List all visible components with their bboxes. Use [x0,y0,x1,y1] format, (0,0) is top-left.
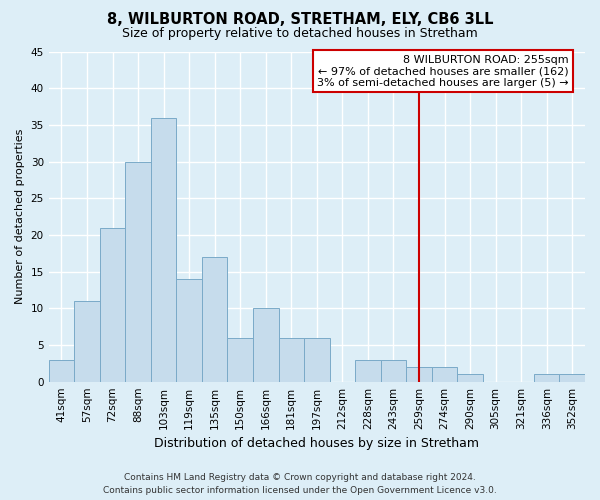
Bar [100,228,125,382]
Bar [227,338,253,382]
Bar [151,118,176,382]
Bar [534,374,559,382]
Text: 8 WILBURTON ROAD: 255sqm
← 97% of detached houses are smaller (162)
3% of semi-d: 8 WILBURTON ROAD: 255sqm ← 97% of detach… [317,55,569,88]
Bar [278,338,304,382]
Text: 8, WILBURTON ROAD, STRETHAM, ELY, CB6 3LL: 8, WILBURTON ROAD, STRETHAM, ELY, CB6 3L… [107,12,493,28]
Bar [432,367,457,382]
X-axis label: Distribution of detached houses by size in Stretham: Distribution of detached houses by size … [154,437,479,450]
Text: Size of property relative to detached houses in Stretham: Size of property relative to detached ho… [122,28,478,40]
Bar [457,374,483,382]
Bar [49,360,74,382]
Text: Contains HM Land Registry data © Crown copyright and database right 2024.
Contai: Contains HM Land Registry data © Crown c… [103,474,497,495]
Bar [176,279,202,382]
Bar [253,308,278,382]
Bar [406,367,432,382]
Bar [202,257,227,382]
Y-axis label: Number of detached properties: Number of detached properties [15,129,25,304]
Bar [559,374,585,382]
Bar [74,301,100,382]
Bar [304,338,329,382]
Bar [380,360,406,382]
Bar [355,360,380,382]
Bar [125,162,151,382]
